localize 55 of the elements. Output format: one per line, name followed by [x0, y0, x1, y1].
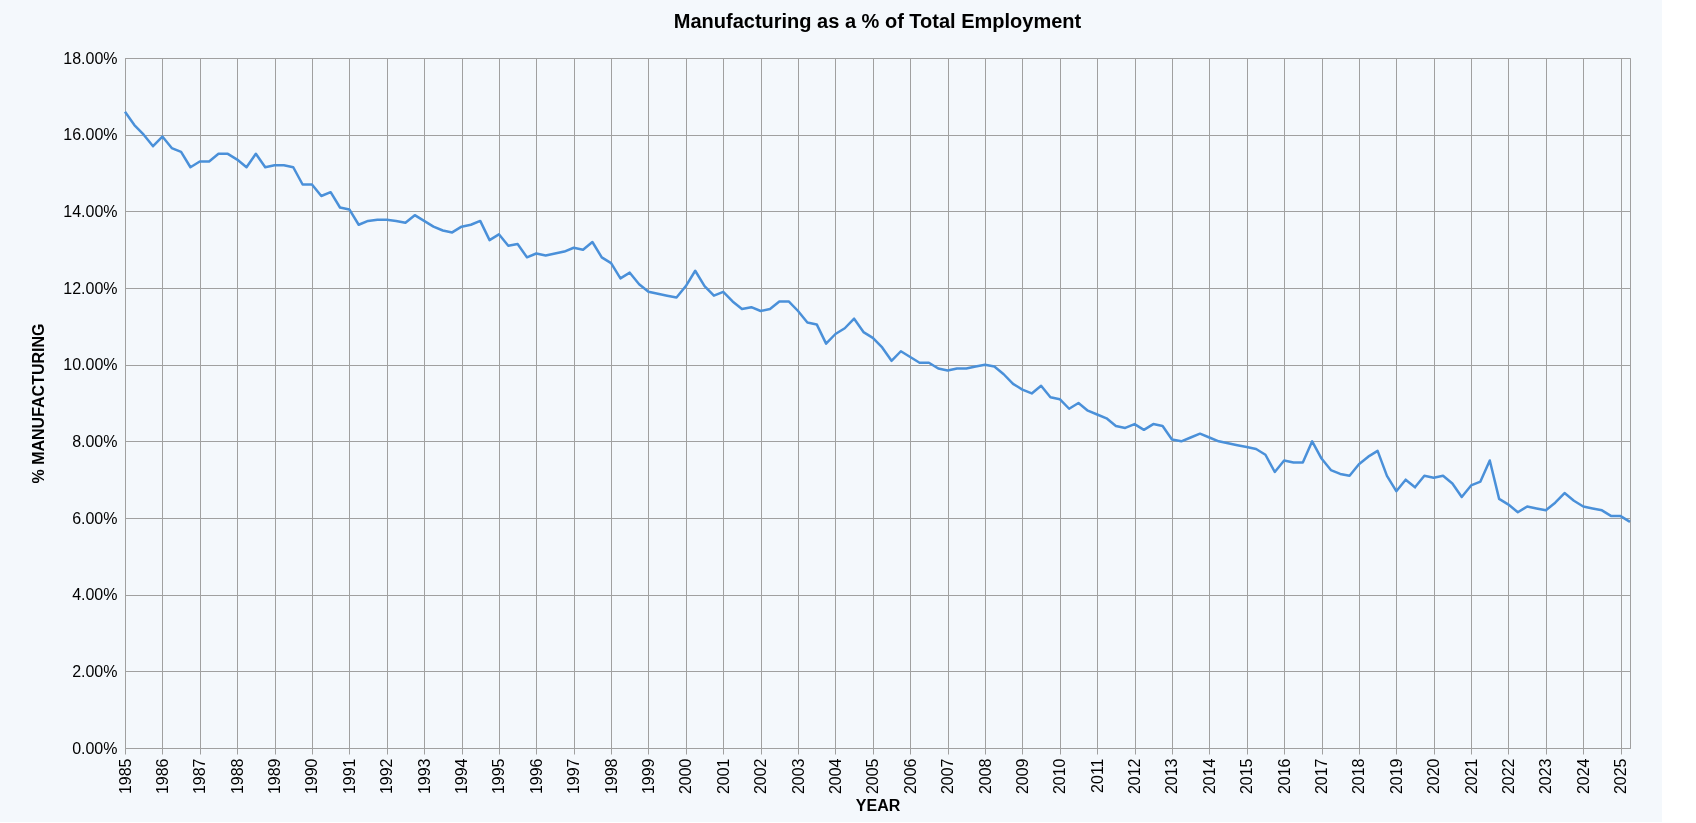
x-tick-label: 2023: [1537, 758, 1555, 795]
chart-title: Manufacturing as a % of Total Employment: [673, 10, 1082, 32]
x-tick-label: 1993: [415, 758, 433, 795]
x-tick-label: 1985: [116, 758, 134, 795]
y-tick-label: 8.00%: [72, 432, 118, 450]
x-tick-label: 2019: [1387, 758, 1405, 795]
x-tick-label: 2017: [1313, 758, 1331, 795]
x-tick-label: 1997: [565, 758, 583, 795]
x-tick-label: 2006: [901, 758, 919, 795]
y-tick-label: 6.00%: [72, 509, 118, 527]
x-tick-label: 1996: [527, 758, 545, 795]
x-tick-label: 1999: [639, 758, 657, 795]
x-tick-label: 1994: [453, 758, 471, 795]
x-tick-label: 2010: [1051, 758, 1069, 795]
y-tick-label: 18.00%: [63, 49, 118, 67]
x-tick-label: 2012: [1126, 758, 1144, 795]
x-tick-label: 2020: [1425, 758, 1443, 795]
x-tick-label: 2015: [1238, 758, 1256, 795]
y-axis-title: % MANUFACTURING: [30, 323, 48, 484]
x-tick-label: 2005: [864, 758, 882, 795]
y-tick-label: 16.00%: [63, 126, 118, 144]
x-tick-label: 1986: [153, 758, 171, 795]
x-tick-label: 2024: [1574, 758, 1592, 795]
x-tick-label: 2022: [1499, 758, 1517, 795]
x-tick-label: 2014: [1200, 758, 1218, 795]
x-tick-label: 1992: [378, 758, 396, 795]
x-tick-label: 1989: [266, 758, 284, 795]
x-tick-label: 1995: [490, 758, 508, 795]
x-tick-label: 2013: [1163, 758, 1181, 795]
x-tick-label: 2021: [1462, 758, 1480, 795]
x-tick-label: 2025: [1612, 758, 1630, 795]
x-tick-label: 2009: [1013, 758, 1031, 795]
x-tick-label: 1988: [228, 758, 246, 795]
x-axis-title: YEAR: [855, 797, 901, 815]
x-tick-label: 2001: [714, 758, 732, 795]
x-tick-label: 2018: [1350, 758, 1368, 795]
x-tick-label: 2000: [677, 758, 695, 795]
x-tick-label: 1987: [191, 758, 209, 795]
x-tick-label: 2011: [1088, 758, 1106, 793]
y-tick-label: 12.00%: [63, 279, 118, 297]
y-tick-label: 0.00%: [72, 739, 118, 757]
x-tick-label: 2002: [752, 758, 770, 795]
x-tick-label: 2004: [826, 758, 844, 795]
y-tick-label: 14.00%: [63, 202, 118, 220]
y-tick-label: 10.00%: [63, 356, 118, 374]
y-tick-label: 2.00%: [72, 662, 118, 680]
x-tick-label: 2003: [789, 758, 807, 795]
line-series: [123, 110, 1632, 524]
x-tick-label: 2007: [939, 758, 957, 795]
x-tick-label: 2016: [1275, 758, 1293, 795]
x-tick-label: 2008: [976, 758, 994, 795]
x-tick-label: 1991: [340, 758, 358, 795]
x-tick-label: 1990: [303, 758, 321, 795]
y-tick-label: 4.00%: [72, 586, 118, 604]
x-tick-label: 1998: [602, 758, 620, 795]
